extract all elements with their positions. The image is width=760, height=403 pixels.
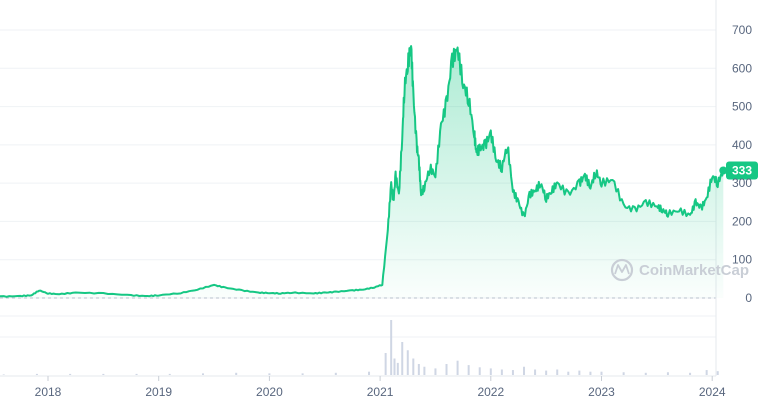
volume-bar bbox=[168, 373, 171, 375]
volume-bar bbox=[2, 374, 5, 375]
volume-bar bbox=[69, 373, 72, 375]
volume-bar bbox=[396, 362, 399, 375]
volume-bar bbox=[511, 370, 514, 375]
volume-bar bbox=[534, 369, 537, 375]
y-axis: 0 100 200 300 400 500 600 700 bbox=[732, 23, 752, 305]
current-price-badge: 333 bbox=[726, 161, 758, 180]
grid-lines bbox=[0, 0, 717, 377]
volume-bar bbox=[201, 373, 204, 375]
x-tick-label: 2021 bbox=[367, 385, 394, 399]
volume-bar bbox=[268, 373, 271, 375]
x-tick-label: 2020 bbox=[256, 385, 283, 399]
x-tick-label: 2024 bbox=[699, 385, 726, 399]
x-tick-label: 2023 bbox=[588, 385, 615, 399]
volume-bar bbox=[478, 367, 481, 375]
volume-bar bbox=[135, 373, 138, 375]
x-axis: 2018 2019 2020 2021 2022 2023 2024 bbox=[35, 376, 726, 399]
volume-bar bbox=[445, 364, 448, 375]
volume-bar bbox=[622, 372, 625, 375]
volume-bar bbox=[489, 368, 492, 375]
volume-bar bbox=[401, 342, 404, 375]
volume-bar bbox=[467, 365, 470, 375]
volume-bar bbox=[406, 350, 409, 375]
volume-bar bbox=[705, 370, 708, 375]
y-tick-label: 500 bbox=[732, 100, 752, 114]
volume-bar bbox=[368, 371, 371, 375]
volume-bars bbox=[2, 320, 719, 375]
current-price-label: 333 bbox=[732, 164, 752, 178]
x-tick-label: 2018 bbox=[35, 385, 62, 399]
volume-bar bbox=[600, 371, 603, 375]
watermark-text: CoinMarketCap bbox=[639, 262, 749, 279]
volume-bar bbox=[301, 373, 304, 375]
volume-bar bbox=[334, 372, 337, 375]
volume-bar bbox=[589, 371, 592, 375]
volume-bar bbox=[500, 369, 503, 375]
y-tick-label: 700 bbox=[732, 23, 752, 37]
x-tick-label: 2022 bbox=[477, 385, 504, 399]
volume-bar bbox=[666, 372, 669, 375]
y-tick-label: 0 bbox=[745, 291, 752, 305]
volume-bar bbox=[556, 369, 559, 375]
current-price-badge-bg bbox=[726, 161, 758, 180]
price-line bbox=[0, 45, 725, 298]
price-area bbox=[0, 46, 724, 298]
volume-bar bbox=[390, 320, 393, 375]
volume-bar bbox=[412, 358, 415, 375]
volume-bar bbox=[423, 366, 426, 375]
volume-bar bbox=[417, 364, 420, 375]
y-tick-label: 200 bbox=[732, 214, 752, 228]
x-tick-label: 2019 bbox=[145, 385, 172, 399]
volume-bar bbox=[523, 366, 526, 375]
y-tick-label: 400 bbox=[732, 138, 752, 152]
coinmarketcap-logo-icon bbox=[610, 258, 634, 282]
volume-bar bbox=[393, 358, 396, 375]
watermark: CoinMarketCap bbox=[610, 258, 749, 282]
volume-bar bbox=[384, 353, 387, 375]
volume-bar bbox=[545, 370, 548, 375]
volume-bar bbox=[35, 373, 38, 375]
volume-bar bbox=[644, 372, 647, 375]
volume-bar bbox=[456, 360, 459, 375]
y-tick-label: 100 bbox=[732, 253, 752, 267]
volume-bar bbox=[102, 373, 105, 375]
volume-bar bbox=[578, 370, 581, 375]
volume-bar bbox=[434, 368, 437, 375]
y-tick-label: 300 bbox=[732, 176, 752, 190]
volume-bar bbox=[567, 371, 570, 375]
current-price-dot[interactable] bbox=[719, 166, 728, 175]
y-tick-label: 600 bbox=[732, 61, 752, 75]
volume-bar bbox=[716, 371, 719, 375]
volume-bar bbox=[235, 372, 238, 375]
volume-bar bbox=[689, 372, 692, 375]
